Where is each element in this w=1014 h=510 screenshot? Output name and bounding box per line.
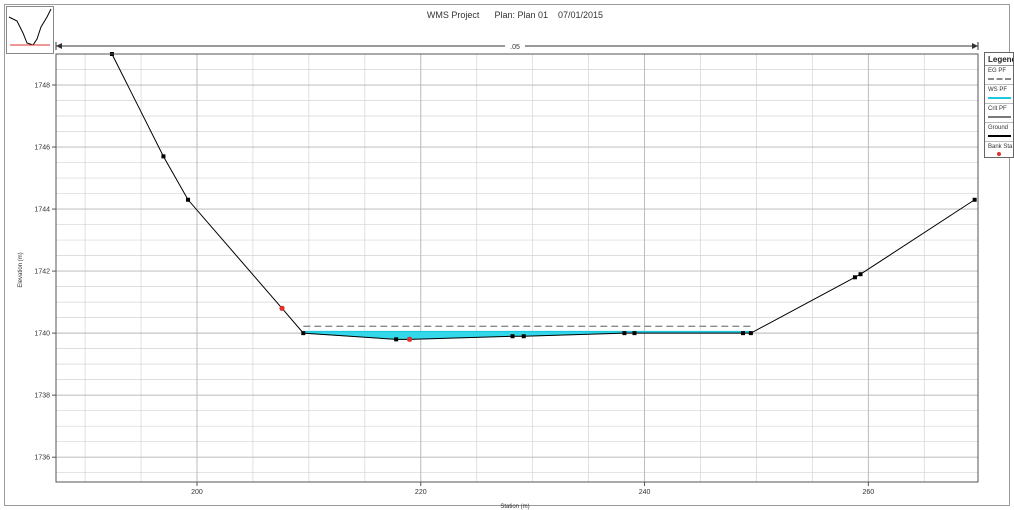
x-tick-label: 240	[639, 489, 651, 496]
legend-swatch	[988, 116, 1011, 118]
ground-point	[748, 331, 753, 336]
thumbnail-profile	[8, 8, 52, 46]
y-tick-label: 1744	[34, 207, 50, 214]
reach-extent: .05	[55, 40, 979, 51]
ground-point	[632, 331, 637, 336]
section-thumbnail[interactable]	[6, 6, 54, 54]
legend-swatch	[988, 78, 1011, 82]
ground-point	[858, 272, 863, 277]
legend-item: WS PF	[985, 85, 1013, 104]
plan-date: 07/01/2015	[558, 10, 604, 20]
ground-point	[852, 275, 857, 280]
ground-point	[394, 337, 399, 342]
x-axis-label: Station (m)	[500, 504, 529, 510]
ground-point	[510, 334, 515, 339]
legend-item-label: EG PF	[988, 68, 1007, 74]
legend-item-label: Crit PF	[988, 106, 1007, 112]
legend-item-label: Ground	[988, 125, 1009, 131]
legend-title: Legend	[985, 53, 1013, 66]
ground-point	[741, 331, 746, 336]
y-tick-label: 1746	[34, 145, 50, 152]
legend-item: Crit PF	[985, 104, 1013, 123]
ground-point	[521, 334, 526, 339]
y-tick-label: 1748	[34, 83, 50, 90]
y-tick-label: 1742	[34, 269, 50, 276]
y-tick-label: 1738	[34, 393, 50, 400]
plan-label: Plan: Plan 01	[494, 10, 548, 20]
y-tick-label: 1740	[34, 331, 50, 338]
legend-item: EG PF	[985, 66, 1013, 85]
series-lines	[111, 53, 975, 340]
ground-point	[301, 331, 306, 336]
bank-station-marker	[279, 305, 285, 311]
x-tick-label: 200	[191, 489, 203, 496]
ground-point	[186, 197, 191, 202]
y-axis-label: Elevation (m)	[18, 252, 24, 287]
legend-item-label: Bank Sta	[988, 144, 1013, 150]
legend-item: Ground	[985, 123, 1013, 142]
ground-points	[109, 52, 977, 342]
x-tick-label: 220	[415, 489, 427, 496]
legend-swatch	[997, 152, 1001, 156]
legend-item-label: WS PF	[988, 87, 1007, 93]
y-tick-label: 1736	[34, 455, 50, 462]
legend-swatch	[988, 135, 1011, 137]
ground-point	[161, 154, 166, 159]
ground-line	[111, 53, 975, 340]
chart-header: WMS Project Plan: Plan 01 07/01/2015	[300, 10, 730, 20]
ground-point	[972, 197, 977, 202]
legend-item: Bank Sta	[985, 142, 1013, 157]
reach-label: .05	[510, 44, 520, 51]
project-title: WMS Project	[426, 10, 480, 20]
plot-area-frame	[55, 53, 979, 483]
ground-point	[622, 331, 627, 336]
legend-swatch	[988, 97, 1011, 99]
axes: 200 220 240 260 1736 1738 1740 1742 1744 1746 1748	[34, 53, 979, 496]
legend-box: Legend EG PF WS PF Crit PF Ground Bank Sta	[984, 52, 1014, 158]
x-tick-label: 260	[863, 489, 875, 496]
bank-station-marker	[406, 336, 413, 342]
chart-window	[4, 4, 1010, 506]
grid-lines	[56, 53, 978, 482]
